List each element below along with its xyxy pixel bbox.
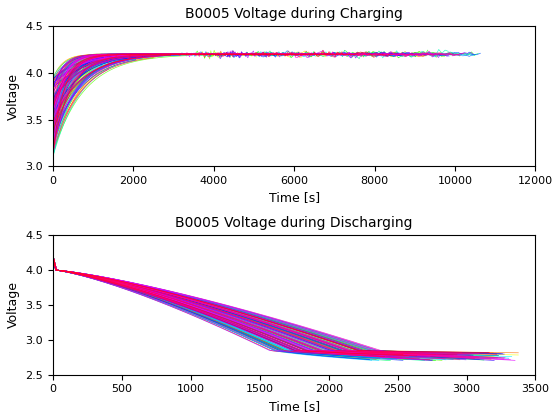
Title: B0005 Voltage during Charging: B0005 Voltage during Charging: [185, 7, 403, 21]
Title: B0005 Voltage during Discharging: B0005 Voltage during Discharging: [175, 215, 413, 230]
X-axis label: Time [s]: Time [s]: [269, 400, 320, 413]
Y-axis label: Voltage: Voltage: [7, 73, 20, 120]
X-axis label: Time [s]: Time [s]: [269, 192, 320, 205]
Y-axis label: Voltage: Voltage: [7, 281, 20, 328]
